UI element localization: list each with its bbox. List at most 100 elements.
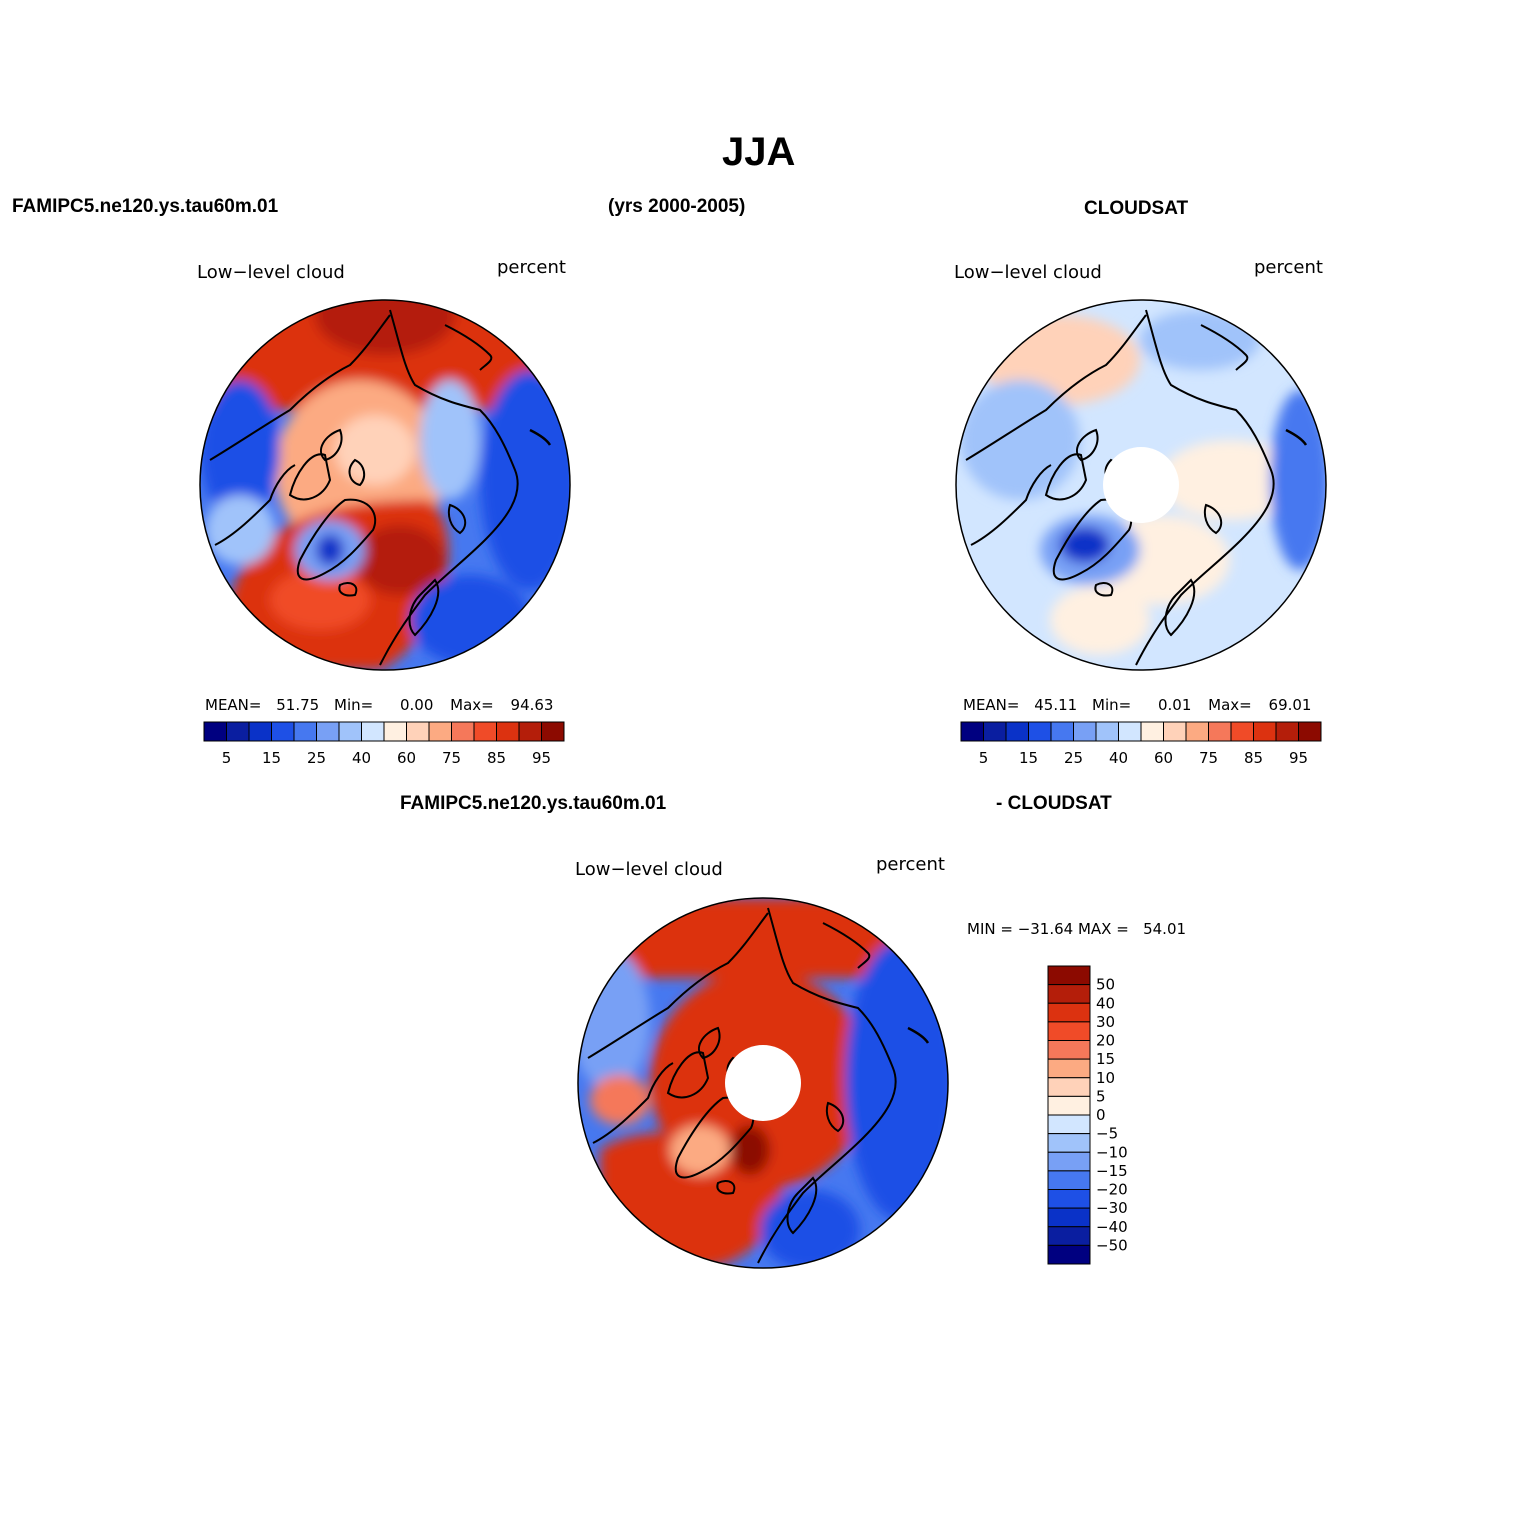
panel2-colorbar-tick-label: 40 <box>1109 749 1128 767</box>
panel2-colorbar-swatch <box>1253 721 1277 742</box>
panel1-colorbar-swatch <box>541 721 565 742</box>
panel1-colorbar-swatch <box>293 721 317 742</box>
diff-colorbar-tick-label: 30 <box>1096 1013 1115 1031</box>
diff-colorbar-tick-label: 20 <box>1096 1032 1115 1050</box>
panel1-colorbar-swatch <box>203 721 227 742</box>
diff-colorbar-swatch <box>1047 1244 1091 1265</box>
panel2-colorbar: 5 15 25 40 60 75 85 95 <box>960 721 1322 767</box>
diff-obs-title: - CLOUDSAT <box>996 793 1112 814</box>
panel2-colorbar-swatch <box>1275 721 1299 742</box>
panel1-colorbar-swatch <box>383 721 407 742</box>
panel1-colorbar-tick-label: 95 <box>532 749 551 767</box>
panel2-colorbar-swatch <box>1118 721 1142 742</box>
panel2-colorbar-tick-label: 5 <box>979 749 989 767</box>
panel1-max-value: 94.63 <box>510 696 554 714</box>
panel2-colorbar-swatch <box>1163 721 1187 742</box>
panel2-colorbar-swatch <box>960 721 984 742</box>
panel1-colorbar-swatch <box>271 721 295 742</box>
diff-colorbar-swatch <box>1047 1207 1091 1228</box>
diff-colorbar-tick-label: 10 <box>1096 1069 1115 1087</box>
panel2-colorbar-swatch <box>1095 721 1119 742</box>
panel1-colorbar-tick-label: 25 <box>307 749 326 767</box>
panel1-colorbar-swatch <box>226 721 250 742</box>
diff-colorbar-swatch <box>1047 1170 1091 1190</box>
diff-colorbar-swatch <box>1047 1040 1091 1060</box>
panel2-colorbar-tick-label: 60 <box>1154 749 1173 767</box>
panel2-colorbar-swatch <box>983 721 1007 742</box>
panel1-min-label: Min= <box>334 696 374 714</box>
diff-colorbar-tick-label: 5 <box>1096 1087 1106 1105</box>
panel1-colorbar-tick-label: 60 <box>397 749 416 767</box>
panel2-variable-label: Low−level cloud <box>954 262 1102 283</box>
diff-colorbar-swatch <box>1047 965 1091 986</box>
diff-colorbar-swatch <box>1047 1021 1091 1041</box>
panel1-colorbar-swatch <box>361 721 385 742</box>
panel1-colorbar-tick-label: 5 <box>222 749 232 767</box>
panel1-max-label: Max= <box>450 696 494 714</box>
panel2-colorbar-swatch <box>1073 721 1097 742</box>
diff-colorbar-tick-label: −15 <box>1096 1162 1128 1180</box>
diff-colorbar-tick-label: −30 <box>1096 1199 1128 1217</box>
panel2-max-label: Max= <box>1208 696 1252 714</box>
panel2-colorbar-tick-label: 85 <box>1244 749 1263 767</box>
panel1-colorbar-swatch <box>406 721 430 742</box>
diff-colorbar-swatch <box>1047 1114 1091 1135</box>
diff-colorbar-swatch <box>1047 1133 1091 1153</box>
diff-colorbar-tick-label: 50 <box>1096 976 1115 994</box>
panel1-variable-label: Low−level cloud <box>197 262 345 283</box>
panel1-colorbar-swatch <box>473 721 497 742</box>
panel1-colorbar-swatch <box>248 721 272 742</box>
diff-colorbar-swatch <box>1047 1151 1091 1172</box>
panel2-colorbar-swatch <box>1230 721 1254 742</box>
panel2-colorbar-swatch <box>1005 721 1029 742</box>
obs-title: CLOUDSAT <box>1084 198 1189 219</box>
panel2-colorbar-swatch <box>1208 721 1232 742</box>
panel2-mean-value: 45.11 <box>1034 696 1078 714</box>
diff-colorbar-tick-label: −40 <box>1096 1218 1128 1236</box>
diff-map <box>578 898 948 1268</box>
diff-colorbar-tick-label: −10 <box>1096 1143 1128 1161</box>
panel2-colorbar-tick-label: 15 <box>1019 749 1038 767</box>
diff-colorbar-swatch <box>1047 1058 1091 1079</box>
panel1-min-value: 0.00 <box>399 696 434 714</box>
model-title: FAMIPC5.ne120.ys.tau60m.01 <box>12 196 279 217</box>
panel2-mean-label: MEAN= <box>963 696 1020 714</box>
panel1-units-label: percent <box>497 257 566 278</box>
panel2-colorbar-tick-label: 75 <box>1199 749 1218 767</box>
diff-colorbar-swatch <box>1047 1189 1091 1209</box>
panel1-colorbar-swatch <box>338 721 362 742</box>
diff-colorbar-tick-label: −5 <box>1096 1125 1118 1143</box>
panel1-mean-label: MEAN= <box>205 696 262 714</box>
panel1-stats: MEAN= 51.75 Min= 0.00 Max= 94.63 <box>205 696 553 714</box>
panel1-colorbar-tick-label: 75 <box>442 749 461 767</box>
panel2-colorbar-swatch <box>1298 721 1322 742</box>
diff-minmax-label: MIN = −31.64 MAX = 54.01 <box>967 920 1187 938</box>
panel2-colorbar-swatch <box>1028 721 1052 742</box>
panel2-colorbar-swatch <box>1140 721 1164 742</box>
panel2-max-value: 69.01 <box>1268 696 1312 714</box>
panel2-units-label: percent <box>1254 257 1323 278</box>
diff-colorbar-swatch <box>1047 1226 1091 1246</box>
panel2-stats: MEAN= 45.11 Min= 0.01 Max= 69.01 <box>963 696 1311 714</box>
panel1-colorbar-swatch <box>518 721 542 742</box>
panel1-colorbar-swatch <box>428 721 452 742</box>
panel2-map <box>956 300 1326 670</box>
panel1-colorbar-tick-label: 40 <box>352 749 371 767</box>
panel1-colorbar-swatch <box>316 721 340 742</box>
panel2-colorbar-tick-label: 25 <box>1064 749 1083 767</box>
diff-colorbar-tick-label: −20 <box>1096 1181 1128 1199</box>
panel1-mean-value: 51.75 <box>276 696 320 714</box>
diff-colorbar-tick-label: 0 <box>1096 1106 1106 1124</box>
years-title: (yrs 2000-2005) <box>608 196 746 217</box>
diff-colorbar-swatch <box>1047 1095 1091 1116</box>
diff-variable-label: Low−level cloud <box>575 859 723 880</box>
panel2-colorbar-tick-label: 95 <box>1289 749 1308 767</box>
diff-colorbar-tick-label: −50 <box>1096 1236 1128 1254</box>
diff-colorbar-tick-label: 40 <box>1096 994 1115 1012</box>
diff-colorbar-swatch <box>1047 984 1091 1004</box>
panel2-colorbar-swatch <box>1185 721 1209 742</box>
diff-units-label: percent <box>876 854 945 875</box>
panel1-colorbar-swatch <box>451 721 475 742</box>
